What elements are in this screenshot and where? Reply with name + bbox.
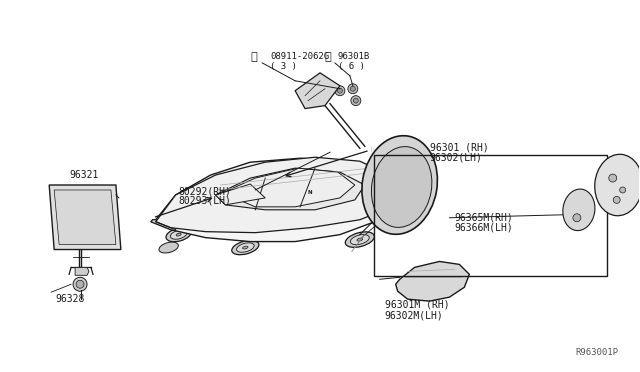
Polygon shape bbox=[75, 267, 89, 275]
Text: ⓝ: ⓝ bbox=[324, 52, 332, 62]
Circle shape bbox=[76, 280, 84, 288]
Circle shape bbox=[337, 88, 342, 93]
Bar bbox=[374, 155, 607, 276]
Ellipse shape bbox=[176, 233, 181, 236]
Circle shape bbox=[573, 214, 581, 222]
Circle shape bbox=[348, 84, 358, 94]
Polygon shape bbox=[151, 158, 399, 241]
Ellipse shape bbox=[237, 243, 254, 252]
Polygon shape bbox=[49, 185, 121, 250]
Text: 96366M(LH): 96366M(LH) bbox=[454, 223, 513, 233]
Text: 96301 (RH): 96301 (RH) bbox=[429, 142, 488, 152]
Ellipse shape bbox=[595, 154, 640, 216]
Text: 96301M (RH): 96301M (RH) bbox=[385, 299, 449, 309]
Text: 80293(LH): 80293(LH) bbox=[179, 196, 232, 206]
Text: ( 6 ): ( 6 ) bbox=[338, 62, 365, 71]
Ellipse shape bbox=[371, 147, 432, 227]
Ellipse shape bbox=[362, 136, 437, 234]
Ellipse shape bbox=[243, 246, 248, 249]
Text: Ⓑ: Ⓑ bbox=[250, 52, 257, 62]
Text: 96301B: 96301B bbox=[338, 52, 370, 61]
Polygon shape bbox=[54, 190, 116, 244]
Circle shape bbox=[73, 277, 87, 291]
Polygon shape bbox=[223, 168, 355, 207]
Text: 80292(RH): 80292(RH) bbox=[179, 186, 232, 196]
Text: 96365M(RH): 96365M(RH) bbox=[454, 213, 513, 223]
Ellipse shape bbox=[346, 232, 374, 247]
Ellipse shape bbox=[166, 228, 191, 242]
Circle shape bbox=[609, 174, 617, 182]
Text: 08911-2062G: 08911-2062G bbox=[270, 52, 330, 61]
Circle shape bbox=[353, 98, 358, 103]
Circle shape bbox=[350, 86, 355, 91]
Polygon shape bbox=[156, 157, 399, 232]
Text: 96302(LH): 96302(LH) bbox=[429, 152, 483, 162]
Text: 96321: 96321 bbox=[69, 170, 99, 180]
Ellipse shape bbox=[159, 242, 179, 253]
Circle shape bbox=[351, 96, 361, 106]
Ellipse shape bbox=[563, 189, 595, 231]
Circle shape bbox=[613, 196, 620, 203]
Polygon shape bbox=[216, 184, 265, 205]
Polygon shape bbox=[396, 262, 469, 301]
Text: 96328: 96328 bbox=[55, 294, 84, 304]
Polygon shape bbox=[216, 168, 365, 210]
Polygon shape bbox=[295, 73, 340, 109]
Text: 96302M(LH): 96302M(LH) bbox=[385, 310, 444, 320]
Ellipse shape bbox=[350, 235, 369, 245]
Ellipse shape bbox=[357, 238, 363, 241]
Ellipse shape bbox=[170, 230, 187, 239]
Text: R963001P: R963001P bbox=[576, 348, 619, 357]
Circle shape bbox=[335, 86, 345, 96]
Text: N: N bbox=[308, 190, 312, 195]
Circle shape bbox=[620, 187, 626, 193]
Ellipse shape bbox=[232, 240, 259, 255]
Text: ( 3 ): ( 3 ) bbox=[270, 62, 297, 71]
